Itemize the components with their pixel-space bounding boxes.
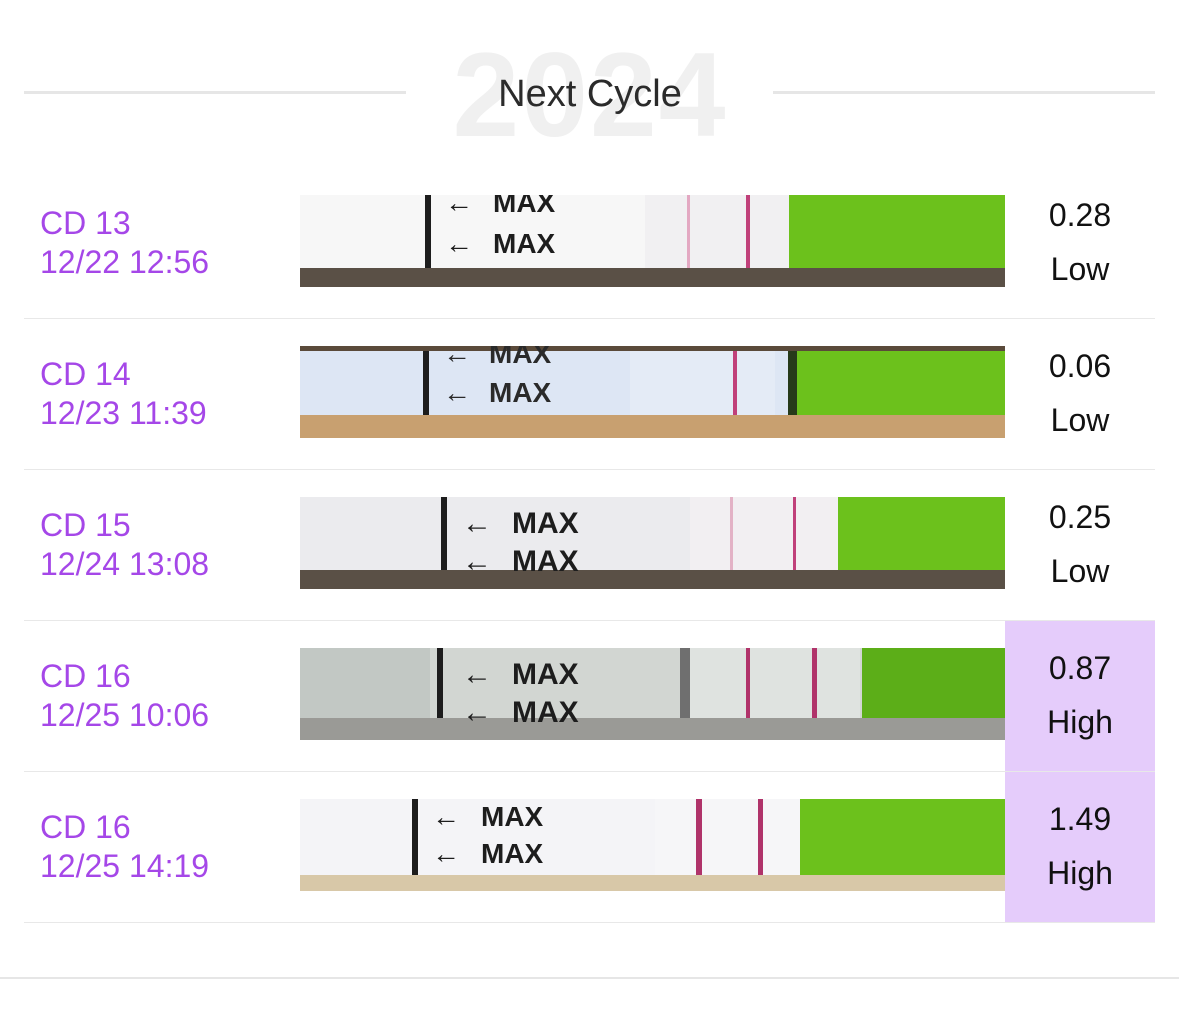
header-divider-right — [773, 91, 1155, 94]
header-divider-left — [24, 91, 406, 94]
max-label: MAX — [512, 658, 579, 691]
lh-level: Low — [1050, 251, 1110, 287]
year-watermark: 2024 — [452, 28, 728, 162]
test-row[interactable]: CD 15 12/24 13:08 ← ← MAX MAX 0.2 — [24, 470, 1155, 621]
cycle-day: CD 13 — [40, 205, 131, 241]
max-label: MAX — [493, 228, 556, 259]
cycle-title: Next Cycle — [498, 73, 682, 115]
svg-text:←: ← — [462, 696, 492, 729]
test-datetime: 12/22 12:56 — [40, 244, 210, 280]
max-label: MAX — [512, 696, 579, 729]
lh-level: Low — [1050, 402, 1110, 438]
test-meta: CD 16 12/25 10:06 — [40, 657, 209, 735]
test-row[interactable]: CD 13 12/22 12:56 ← ← MAX MAX 0.2 — [24, 168, 1155, 319]
cycle-day: CD 16 — [40, 658, 131, 694]
lh-value: 0.06 — [1048, 348, 1112, 384]
bottom-divider — [0, 977, 1179, 979]
test-datetime: 12/23 11:39 — [40, 395, 207, 431]
max-label: MAX — [489, 346, 552, 369]
lh-value: 0.87 — [1048, 650, 1112, 686]
test-datetime: 12/25 14:19 — [40, 848, 210, 884]
svg-text:←: ← — [462, 507, 492, 540]
lh-level: High — [1047, 855, 1113, 891]
svg-text:←: ← — [462, 658, 492, 691]
lh-value: 1.49 — [1048, 801, 1112, 837]
cycle-day: CD 15 — [40, 507, 131, 543]
test-strip-photo[interactable]: ← ← MAX MAX — [300, 648, 1005, 740]
lh-level: High — [1047, 704, 1113, 740]
test-strip-photo[interactable]: ← ← MAX MAX — [300, 195, 1005, 287]
test-result: 0.25 Low — [1005, 470, 1155, 620]
max-label: MAX — [512, 507, 579, 540]
svg-text:←: ← — [432, 838, 460, 869]
test-row[interactable]: CD 16 12/25 10:06 ← ← MAX MAX — [24, 621, 1155, 772]
test-result: 0.87 High — [1005, 621, 1155, 771]
test-datetime: 12/25 10:06 — [40, 697, 210, 733]
test-result: 0.28 Low — [1005, 168, 1155, 318]
cycle-day: CD 16 — [40, 809, 131, 845]
max-label: MAX — [493, 195, 556, 218]
test-strip-photo[interactable]: ← ← MAX MAX — [300, 497, 1005, 589]
test-result: 0.06 Low — [1005, 319, 1155, 469]
svg-text:←: ← — [443, 377, 471, 408]
max-label: MAX — [512, 545, 579, 578]
svg-text:←: ← — [462, 545, 492, 578]
max-label: MAX — [481, 838, 544, 869]
test-strip-photo[interactable]: ← ← MAX MAX — [300, 799, 1005, 891]
test-strip-photo[interactable]: ← ← MAX MAX — [300, 346, 1005, 438]
cycle-day: CD 14 — [40, 356, 131, 392]
test-meta: CD 15 12/24 13:08 — [40, 506, 209, 584]
svg-text:←: ← — [443, 346, 471, 369]
lh-level: Low — [1050, 553, 1110, 589]
svg-text:←: ← — [432, 801, 460, 832]
test-row[interactable]: CD 14 12/23 11:39 ← ← MAX MAX — [24, 319, 1155, 470]
max-label: MAX — [481, 801, 544, 832]
svg-text:←: ← — [445, 228, 473, 259]
svg-text:←: ← — [445, 195, 473, 218]
max-label: MAX — [489, 377, 552, 408]
test-datetime: 12/24 13:08 — [40, 546, 210, 582]
test-meta: CD 13 12/22 12:56 — [40, 204, 209, 282]
test-row[interactable]: CD 16 12/25 14:19 ← ← MAX MAX 1.4 — [24, 772, 1155, 923]
test-meta: CD 14 12/23 11:39 — [40, 355, 207, 433]
test-meta: CD 16 12/25 14:19 — [40, 808, 209, 886]
test-list: CD 13 12/22 12:56 ← ← MAX MAX 0.2 — [24, 168, 1155, 923]
test-result: 1.49 High — [1005, 772, 1155, 922]
section-header: 2024 Next Cycle — [0, 0, 1179, 160]
lh-value: 0.28 — [1048, 197, 1112, 233]
lh-value: 0.25 — [1048, 499, 1112, 535]
